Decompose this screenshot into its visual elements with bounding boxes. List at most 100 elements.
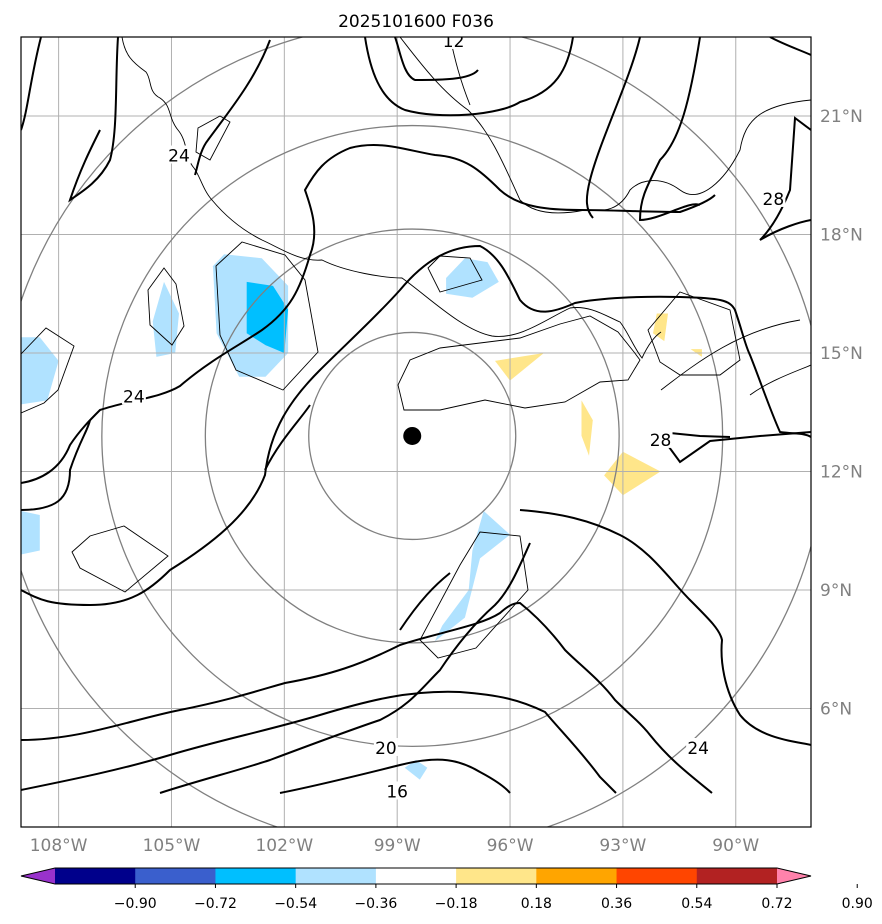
contour-line — [769, 37, 811, 56]
contour-label: 24 — [687, 739, 709, 759]
contour-line — [21, 601, 713, 794]
colorbar-segment — [135, 868, 216, 884]
coastline-thin-2 — [399, 37, 811, 214]
thin-ring-g — [419, 531, 529, 659]
map-area: 12 24 24 28 28 20 16 24 — [21, 32, 811, 827]
contour-line — [399, 572, 451, 631]
contour-label-bg — [686, 738, 711, 756]
lon-tick-label: 108°W — [30, 836, 88, 856]
colorbar-tick-label: 0.90 — [842, 896, 873, 912]
contour-line — [264, 404, 311, 471]
contour-line — [279, 758, 511, 794]
coastline-thin-5 — [749, 364, 811, 396]
lat-tick-label: 21°N — [820, 107, 863, 127]
contour-label-bg — [385, 781, 410, 800]
contour-label: 28 — [763, 190, 785, 210]
colorbar-tick-label: −0.18 — [435, 896, 478, 912]
contour-line — [638, 37, 701, 222]
gridlines — [21, 37, 811, 827]
contour-label: 28 — [650, 431, 672, 451]
contour-line — [585, 37, 641, 219]
shaded-field — [21, 96, 717, 780]
contour-line — [21, 144, 716, 484]
shaded-region-orange-b — [581, 400, 593, 456]
map-frame — [20, 36, 812, 828]
shaded-region-yellow-106w — [88, 522, 179, 567]
contour-line — [194, 39, 271, 176]
contour-label-bg — [648, 429, 673, 448]
coastline-thin — [121, 37, 662, 359]
contour-label-bg — [167, 145, 191, 164]
lon-tick-label: 105°W — [143, 836, 201, 856]
colorbar-extend-low — [21, 868, 55, 884]
contour-line — [519, 509, 811, 746]
colorbar-tick-label: 0.36 — [601, 896, 632, 912]
range-ring — [204, 228, 620, 644]
thin-ring-a — [215, 241, 319, 391]
thick-contours — [21, 37, 811, 794]
colorbar: −0.90 −0.72 −0.54 −0.36 −0.18 0.18 0.36 0.54 0.7… — [20, 867, 873, 912]
shaded-region-orange-a — [495, 353, 544, 381]
latitude-tick-labels: 6°N 9°N 12°N 15°N 18°N 21°N — [820, 107, 863, 720]
shaded-region-yellow-east — [622, 301, 717, 377]
lat-tick-label: 18°N — [820, 226, 863, 246]
lat-tick-label: 6°N — [820, 700, 852, 720]
thin-ring-i — [195, 115, 231, 161]
contour-line — [21, 419, 91, 511]
contour-label: 12 — [443, 32, 465, 52]
lon-tick-label: 102°W — [255, 836, 313, 856]
lon-tick-label: 96°W — [487, 836, 534, 856]
contour-label-bg — [441, 37, 466, 49]
thin-ring-h — [71, 525, 169, 593]
lat-tick-label: 9°N — [820, 581, 852, 601]
thin-ring-e — [397, 315, 641, 411]
contour-line — [394, 37, 479, 82]
chart-title: 2025101600 F036 — [338, 12, 494, 32]
colorbar-tick-label: −0.54 — [274, 896, 317, 912]
colorbar-segment — [375, 868, 457, 884]
contour-line — [657, 431, 811, 464]
lat-tick-label: 15°N — [820, 344, 863, 364]
colorbar-segment — [536, 868, 618, 884]
contour-label: 24 — [168, 147, 190, 167]
contour-line — [159, 542, 531, 794]
colorbar-tick-label: −0.36 — [354, 896, 397, 912]
contour-labels: 12 24 24 28 28 20 16 24 — [121, 32, 786, 802]
lat-tick-label: 12°N — [820, 463, 863, 483]
contour-label: 20 — [375, 739, 397, 759]
contour-label-bg — [121, 386, 146, 405]
range-ring — [308, 331, 517, 541]
colorbar-tick-label: 0.54 — [681, 896, 712, 912]
colorbar-outline — [20, 867, 812, 885]
colorbar-segment — [55, 868, 136, 884]
shaded-region-orange-d — [653, 313, 668, 342]
shaded-region-blue-97w-north — [446, 258, 499, 298]
contour-line — [21, 690, 617, 794]
storm-center-marker — [403, 426, 422, 445]
shaded-region-blue-105w — [152, 281, 179, 357]
contour-label-bg — [373, 738, 398, 756]
thin-ring-c — [21, 327, 75, 414]
shaded-region-blue-98w-spot — [404, 759, 428, 780]
contour-line — [659, 431, 731, 438]
contour-line — [21, 244, 811, 607]
colorbar-segment — [295, 868, 377, 884]
contour-line — [68, 37, 119, 203]
colorbar-tick-label: −0.90 — [114, 896, 157, 912]
coastline-thin-4 — [660, 319, 801, 391]
range-rings — [21, 37, 811, 827]
thin-ring-f — [647, 291, 741, 376]
colorbar-segment — [215, 868, 297, 884]
shaded-region-blue-west-edge-2 — [21, 511, 40, 555]
thin-ring-d — [427, 255, 483, 293]
contour-line — [759, 116, 811, 241]
contour-label: 24 — [123, 387, 145, 407]
lon-tick-label: 93°W — [599, 836, 646, 856]
thin-ring-b — [147, 267, 185, 346]
contour-line — [364, 37, 574, 117]
colorbar-segment — [456, 868, 537, 884]
colorbar-tick-label: 0.18 — [521, 896, 552, 912]
lon-tick-label: 90°W — [712, 836, 759, 856]
longitude-tick-labels: 108°W 105°W 102°W 99°W 96°W 93°W 90°W — [30, 836, 760, 856]
